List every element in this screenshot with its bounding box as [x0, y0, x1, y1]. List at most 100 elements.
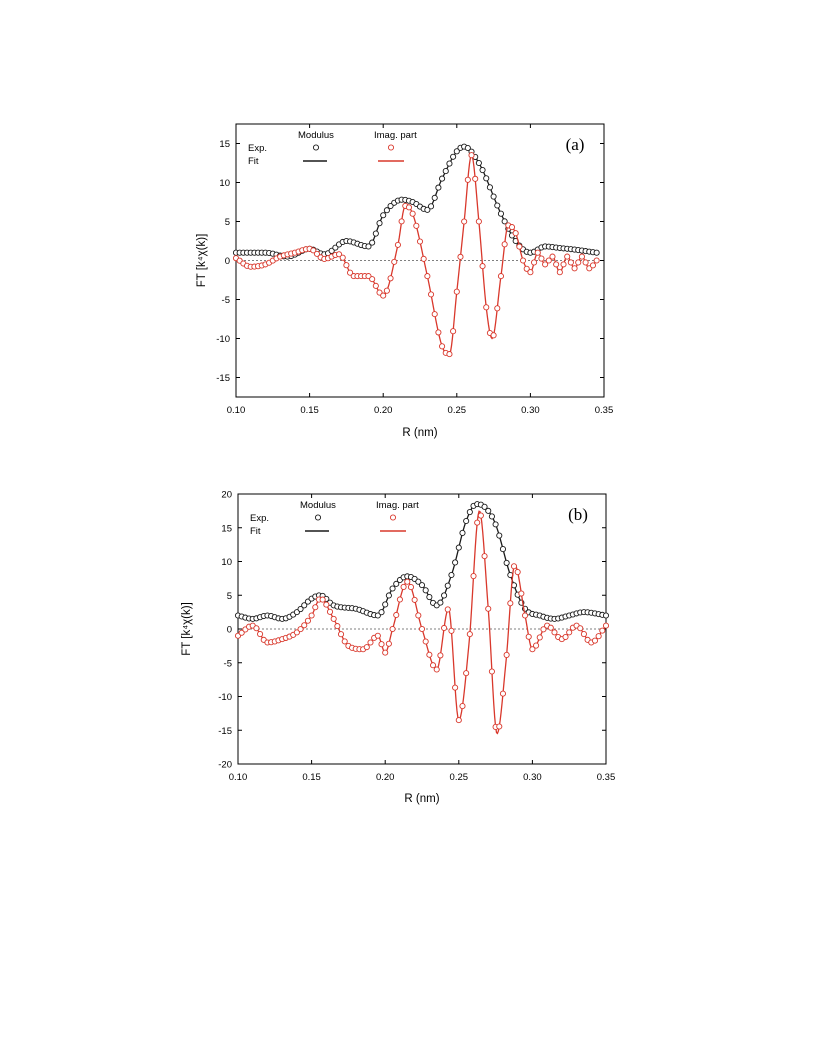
- exp-point: [378, 641, 385, 648]
- panel-label: (b): [568, 505, 588, 524]
- exp-point: [566, 629, 573, 636]
- exp-point: [519, 257, 527, 264]
- exp-point: [463, 670, 470, 677]
- exp-point: [446, 351, 453, 358]
- exp-point: [398, 218, 405, 225]
- y-tick-label: 0: [227, 625, 232, 636]
- exp-point: [385, 592, 392, 599]
- exp-point: [418, 625, 426, 633]
- exp-point: [385, 640, 392, 647]
- exp-point: [599, 627, 606, 634]
- exp-point: [540, 626, 547, 633]
- exp-point: [319, 596, 326, 603]
- exp-point: [534, 249, 541, 256]
- exp-point: [422, 638, 429, 645]
- exp-point: [542, 261, 549, 268]
- exp-point: [453, 288, 460, 295]
- exp-point: [380, 292, 387, 299]
- exp-point: [516, 243, 523, 250]
- exp-point: [334, 623, 341, 630]
- exp-point: [595, 633, 602, 640]
- legend-col-modulus: Modulus: [298, 130, 334, 141]
- exp-point: [341, 638, 348, 645]
- exp-point: [527, 269, 534, 276]
- exp-point: [589, 262, 597, 269]
- exp-point: [512, 230, 519, 237]
- exp-point: [551, 629, 558, 636]
- exp-point: [394, 241, 401, 248]
- legend-row-exp: Exp.: [248, 143, 267, 154]
- exp-point: [308, 612, 315, 619]
- exp-point: [441, 624, 448, 632]
- exp-point: [437, 599, 444, 606]
- exp-point: [297, 626, 304, 633]
- chart-panel-a: 0.10 0.15 0.20 0.25 0.30 0.35 15 10 5 0 -5 -10 -15 R …: [196, 123, 614, 439]
- exp-point: [455, 544, 462, 551]
- exp-point: [383, 287, 390, 294]
- exp-point: [418, 582, 426, 589]
- exp-point: [391, 258, 398, 265]
- y-tick-label: -15: [218, 726, 232, 737]
- y-tick-label: -20: [218, 760, 232, 771]
- exp-point: [483, 304, 490, 311]
- x-tick-label: 0.20: [376, 772, 395, 783]
- x-tick-label: 0.35: [595, 405, 614, 416]
- exp-point: [404, 578, 411, 585]
- exp-point: [479, 263, 486, 270]
- exp-point: [591, 637, 599, 644]
- legend-marker-modulus: [312, 144, 320, 151]
- x-tick-label: 0.20: [374, 405, 393, 416]
- exp-point: [393, 611, 400, 619]
- legend-marker-modulus: [314, 514, 322, 521]
- fit-line: [237, 503, 607, 620]
- legend-row-fit: Fit: [250, 526, 261, 537]
- exp-point: [488, 513, 495, 520]
- series-modulus: [234, 501, 610, 622]
- exp-point: [508, 224, 516, 231]
- y-tick-label: 15: [219, 139, 230, 150]
- x-tick-label: 0.10: [227, 405, 246, 416]
- y-tick-label: -5: [224, 658, 232, 669]
- exp-point: [464, 176, 471, 183]
- exp-point: [459, 703, 466, 710]
- exp-point: [494, 202, 501, 209]
- exp-point: [567, 259, 574, 266]
- exp-point: [426, 651, 433, 658]
- exp-point: [464, 144, 471, 152]
- exp-point: [383, 207, 390, 214]
- exp-point: [518, 590, 525, 597]
- exp-point: [363, 644, 370, 651]
- y-tick-label: 5: [225, 217, 230, 228]
- exp-point: [372, 282, 379, 289]
- legend-marker-imag: [387, 144, 395, 151]
- exp-point: [374, 632, 381, 639]
- legend: Modulus Imag. part Exp. Fit: [248, 130, 417, 167]
- exp-point: [580, 631, 587, 638]
- exp-point: [602, 622, 610, 629]
- exp-point: [475, 218, 482, 225]
- exp-point: [448, 627, 455, 634]
- exp-point: [304, 617, 311, 624]
- exp-point: [422, 587, 429, 594]
- y-tick-label: 15: [221, 523, 232, 534]
- exp-point: [367, 639, 374, 646]
- exp-point: [257, 631, 264, 638]
- exp-point: [466, 631, 473, 638]
- exp-point: [378, 609, 385, 616]
- exp-point: [497, 273, 505, 280]
- exp-point: [424, 206, 431, 213]
- exp-point: [442, 168, 449, 175]
- exp-point: [312, 604, 319, 611]
- exp-point: [475, 159, 482, 167]
- exp-point: [297, 605, 304, 613]
- exp-point: [463, 517, 470, 525]
- exp-point: [536, 634, 543, 641]
- exp-point: [496, 532, 503, 539]
- exp-point: [337, 631, 345, 638]
- exp-point: [523, 265, 530, 272]
- exp-point: [405, 204, 413, 211]
- exp-point: [503, 651, 510, 658]
- exp-point: [293, 629, 300, 636]
- exp-point: [400, 583, 407, 590]
- exp-point: [301, 602, 308, 609]
